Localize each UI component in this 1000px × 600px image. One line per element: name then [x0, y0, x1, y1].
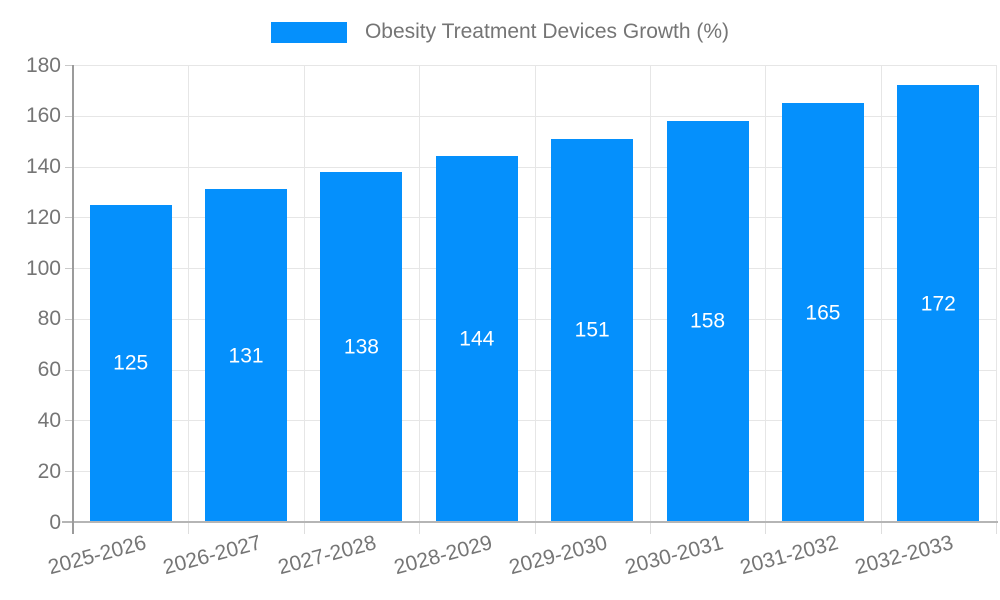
- y-tick-label: 0: [49, 510, 61, 534]
- bar: [320, 171, 403, 522]
- x-grid-line: [188, 65, 190, 522]
- y-tick-label: 100: [25, 256, 61, 280]
- x-grid-line: [303, 65, 305, 522]
- x-tick-label: 2029-2030: [506, 531, 610, 580]
- x-tick: [303, 522, 305, 534]
- y-axis-line: [72, 65, 74, 534]
- x-tick-label: 2025-2026: [45, 531, 149, 580]
- legend-swatch: [270, 21, 347, 43]
- y-tick: [65, 420, 73, 422]
- x-grid-line: [649, 65, 651, 522]
- x-axis-line: [62, 521, 998, 523]
- x-tick: [419, 522, 421, 534]
- x-tick-label: 2028-2029: [391, 531, 495, 580]
- x-tick-label: 2026-2027: [160, 531, 264, 580]
- y-tick-label: 180: [25, 53, 61, 77]
- bar-value-label: 151: [574, 318, 610, 342]
- bar: [205, 189, 288, 522]
- bar-value-label: 158: [690, 309, 726, 333]
- bar: [781, 103, 864, 522]
- bar-value-label: 172: [920, 292, 956, 316]
- x-tick: [649, 522, 651, 534]
- y-tick-label: 40: [37, 408, 61, 432]
- bar: [897, 85, 980, 522]
- bar: [666, 120, 749, 522]
- y-tick-label: 120: [25, 205, 61, 229]
- y-tick: [65, 217, 73, 219]
- x-tick: [880, 522, 882, 534]
- bar-value-label: 165: [805, 301, 841, 325]
- x-tick-label: 2032-2033: [853, 531, 957, 580]
- bar: [89, 204, 172, 522]
- x-grid-line: [419, 65, 421, 522]
- y-tick: [65, 369, 73, 371]
- y-tick-label: 60: [37, 358, 61, 382]
- bar: [435, 156, 518, 522]
- y-tick-label: 20: [37, 459, 61, 483]
- legend-label: Obesity Treatment Devices Growth (%): [364, 20, 730, 43]
- x-tick: [765, 522, 767, 534]
- y-tick: [65, 471, 73, 473]
- bar-value-label: 125: [113, 351, 149, 375]
- bar-value-label: 144: [459, 327, 495, 351]
- x-tick: [188, 522, 190, 534]
- x-grid-line: [534, 65, 536, 522]
- x-tick: [534, 522, 536, 534]
- y-tick-label: 80: [37, 307, 61, 331]
- x-tick-label: 2030-2031: [622, 531, 726, 580]
- y-tick-label: 140: [25, 155, 61, 179]
- y-tick: [65, 268, 73, 270]
- y-tick: [65, 115, 73, 117]
- x-grid-line: [880, 65, 882, 522]
- x-grid-line: [996, 65, 997, 522]
- x-tick: [996, 522, 997, 534]
- y-tick: [65, 166, 73, 168]
- x-tick-label: 2031-2032: [737, 531, 841, 580]
- y-tick: [65, 65, 73, 66]
- x-tick-label: 2027-2028: [276, 531, 380, 580]
- bar-value-label: 138: [343, 335, 379, 359]
- y-tick: [65, 318, 73, 320]
- bar: [551, 138, 634, 522]
- bar-value-label: 131: [228, 344, 264, 368]
- x-grid-line: [765, 65, 767, 522]
- plot-area: 125 131 138 144 151 158 165 172: [73, 65, 997, 522]
- legend: Obesity Treatment Devices Growth (%): [0, 20, 1000, 44]
- y-tick-label: 160: [25, 104, 61, 128]
